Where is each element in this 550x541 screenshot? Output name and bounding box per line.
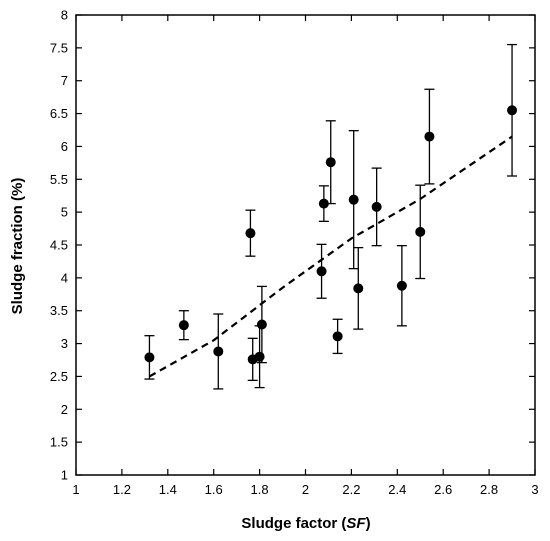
- data-point: [178, 320, 189, 331]
- data-point: [144, 352, 155, 363]
- x-tick-label: 1.4: [159, 482, 177, 497]
- x-axis-title: Sludge factor (SF): [241, 515, 370, 532]
- y-tick-label: 8: [61, 8, 68, 23]
- y-tick-label: 4: [61, 270, 68, 285]
- x-tick-label: 2.4: [388, 482, 406, 497]
- x-tick-label: 1.6: [205, 482, 223, 497]
- y-tick-label: 1.5: [50, 435, 68, 450]
- y-tick-label: 1: [61, 468, 68, 483]
- y-tick-label: 6: [61, 139, 68, 154]
- y-tick-label: 7.5: [50, 40, 68, 55]
- x-tick-label: 1.8: [251, 482, 269, 497]
- x-tick-label: 2.8: [480, 482, 498, 497]
- trend-line: [148, 135, 513, 378]
- data-point: [318, 198, 329, 209]
- x-tick-label: 1: [72, 482, 79, 497]
- plot-frame: [75, 14, 536, 476]
- x-tick-label: 2.6: [434, 482, 452, 497]
- data-point: [415, 226, 426, 237]
- data-point: [256, 319, 267, 330]
- data-point: [424, 131, 435, 142]
- y-tick-label: 2: [61, 402, 68, 417]
- data-point: [332, 331, 343, 342]
- y-tick-label: 2.5: [50, 369, 68, 384]
- y-tick-label: 7: [61, 73, 68, 88]
- y-tick-label: 3: [61, 336, 68, 351]
- y-tick-label: 6.5: [50, 106, 68, 121]
- data-point: [396, 280, 407, 291]
- x-tick-label: 2.2: [342, 482, 360, 497]
- y-tick-label: 5: [61, 205, 68, 220]
- data-point: [245, 228, 256, 239]
- data-point: [213, 346, 224, 357]
- data-point: [254, 351, 265, 362]
- x-tick-label: 3: [531, 482, 538, 497]
- data-point: [371, 201, 382, 212]
- x-tick-label: 2: [302, 482, 309, 497]
- y-tick-label: 5.5: [50, 172, 68, 187]
- data-point: [507, 105, 518, 116]
- y-tick-label: 3.5: [50, 303, 68, 318]
- data-point: [353, 283, 364, 294]
- data-point: [316, 266, 327, 277]
- data-point: [348, 194, 359, 205]
- y-axis-title: Sludge fraction (%): [9, 178, 26, 315]
- y-tick-label: 4.5: [50, 238, 68, 253]
- data-point: [325, 157, 336, 168]
- x-tick-label: 1.2: [113, 482, 131, 497]
